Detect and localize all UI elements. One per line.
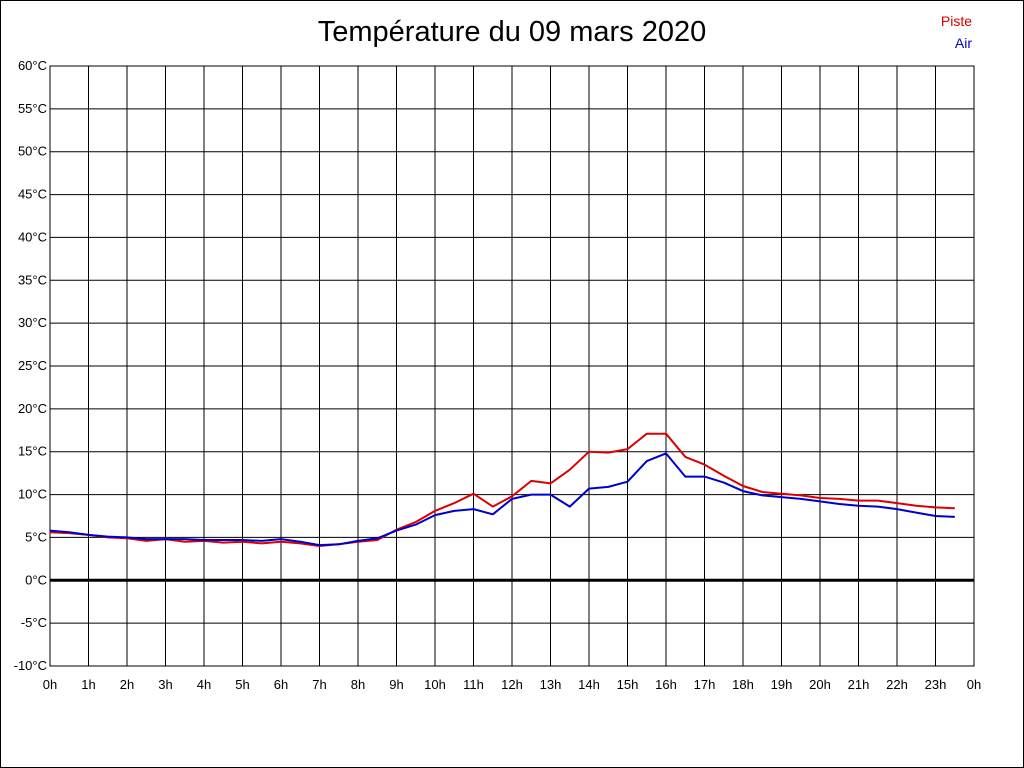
x-tick-label: 19h bbox=[771, 677, 793, 692]
grid bbox=[49, 65, 975, 667]
x-tick-label: 23h bbox=[925, 677, 947, 692]
y-tick-label: 55°C bbox=[18, 101, 47, 116]
x-tick-label: 2h bbox=[120, 677, 134, 692]
x-tick-label: 8h bbox=[351, 677, 365, 692]
x-tick-label: 13h bbox=[540, 677, 562, 692]
x-tick-label: 7h bbox=[312, 677, 326, 692]
x-tick-label: 0h bbox=[43, 677, 57, 692]
x-tick-label: 1h bbox=[81, 677, 95, 692]
x-tick-label: 22h bbox=[886, 677, 908, 692]
x-tick-label: 11h bbox=[463, 677, 484, 692]
y-tick-label: 10°C bbox=[18, 487, 47, 502]
series-line-piste bbox=[49, 432, 955, 547]
y-axis-ticks: 60°C 55°C 50°C 45°C 40°C 35°C 30°C 25°C 20°C 15°C… bbox=[14, 58, 47, 673]
x-tick-label: 18h bbox=[732, 677, 754, 692]
x-tick-label: 17h bbox=[694, 677, 716, 692]
y-tick-label: 25°C bbox=[18, 358, 47, 373]
x-tick-label: 20h bbox=[809, 677, 831, 692]
x-tick-label: 15h bbox=[617, 677, 639, 692]
y-tick-label: 30°C bbox=[18, 315, 47, 330]
x-tick-label: 9h bbox=[389, 677, 403, 692]
y-tick-label: 15°C bbox=[18, 444, 47, 459]
y-tick-label: 45°C bbox=[18, 187, 47, 202]
y-tick-label: 60°C bbox=[18, 58, 47, 73]
legend-entry-piste: Piste bbox=[940, 13, 972, 29]
x-tick-label: 14h bbox=[578, 677, 600, 692]
x-tick-label: 5h bbox=[235, 677, 249, 692]
y-tick-label: 20°C bbox=[18, 401, 47, 416]
x-tick-label: 4h bbox=[197, 677, 211, 692]
x-tick-label: 6h bbox=[274, 677, 288, 692]
y-tick-label: 50°C bbox=[18, 144, 47, 159]
series bbox=[49, 432, 955, 547]
series-line-air bbox=[49, 452, 955, 547]
y-tick-label: -10°C bbox=[14, 658, 47, 673]
y-tick-label: -5°C bbox=[21, 615, 47, 630]
chart-title: Température du 09 mars 2020 bbox=[317, 16, 707, 48]
y-tick-label: 40°C bbox=[18, 229, 47, 244]
x-tick-label: 12h bbox=[501, 677, 523, 692]
y-tick-label: 35°C bbox=[18, 272, 47, 287]
y-tick-label: 0°C bbox=[25, 572, 47, 587]
x-axis-ticks: 0h 1h 2h 3h 4h 5h 6h 7h 8h 9h 10h 11h 12h 13h 14h 15h 16… bbox=[43, 677, 981, 692]
y-tick-label: 5°C bbox=[25, 529, 47, 544]
x-tick-label: 0h bbox=[967, 677, 981, 692]
x-tick-label: 10h bbox=[424, 677, 446, 692]
legend-entry-air: Air bbox=[954, 35, 972, 51]
x-tick-label: 21h bbox=[848, 677, 870, 692]
x-tick-label: 3h bbox=[158, 677, 172, 692]
x-tick-label: 16h bbox=[655, 677, 677, 692]
